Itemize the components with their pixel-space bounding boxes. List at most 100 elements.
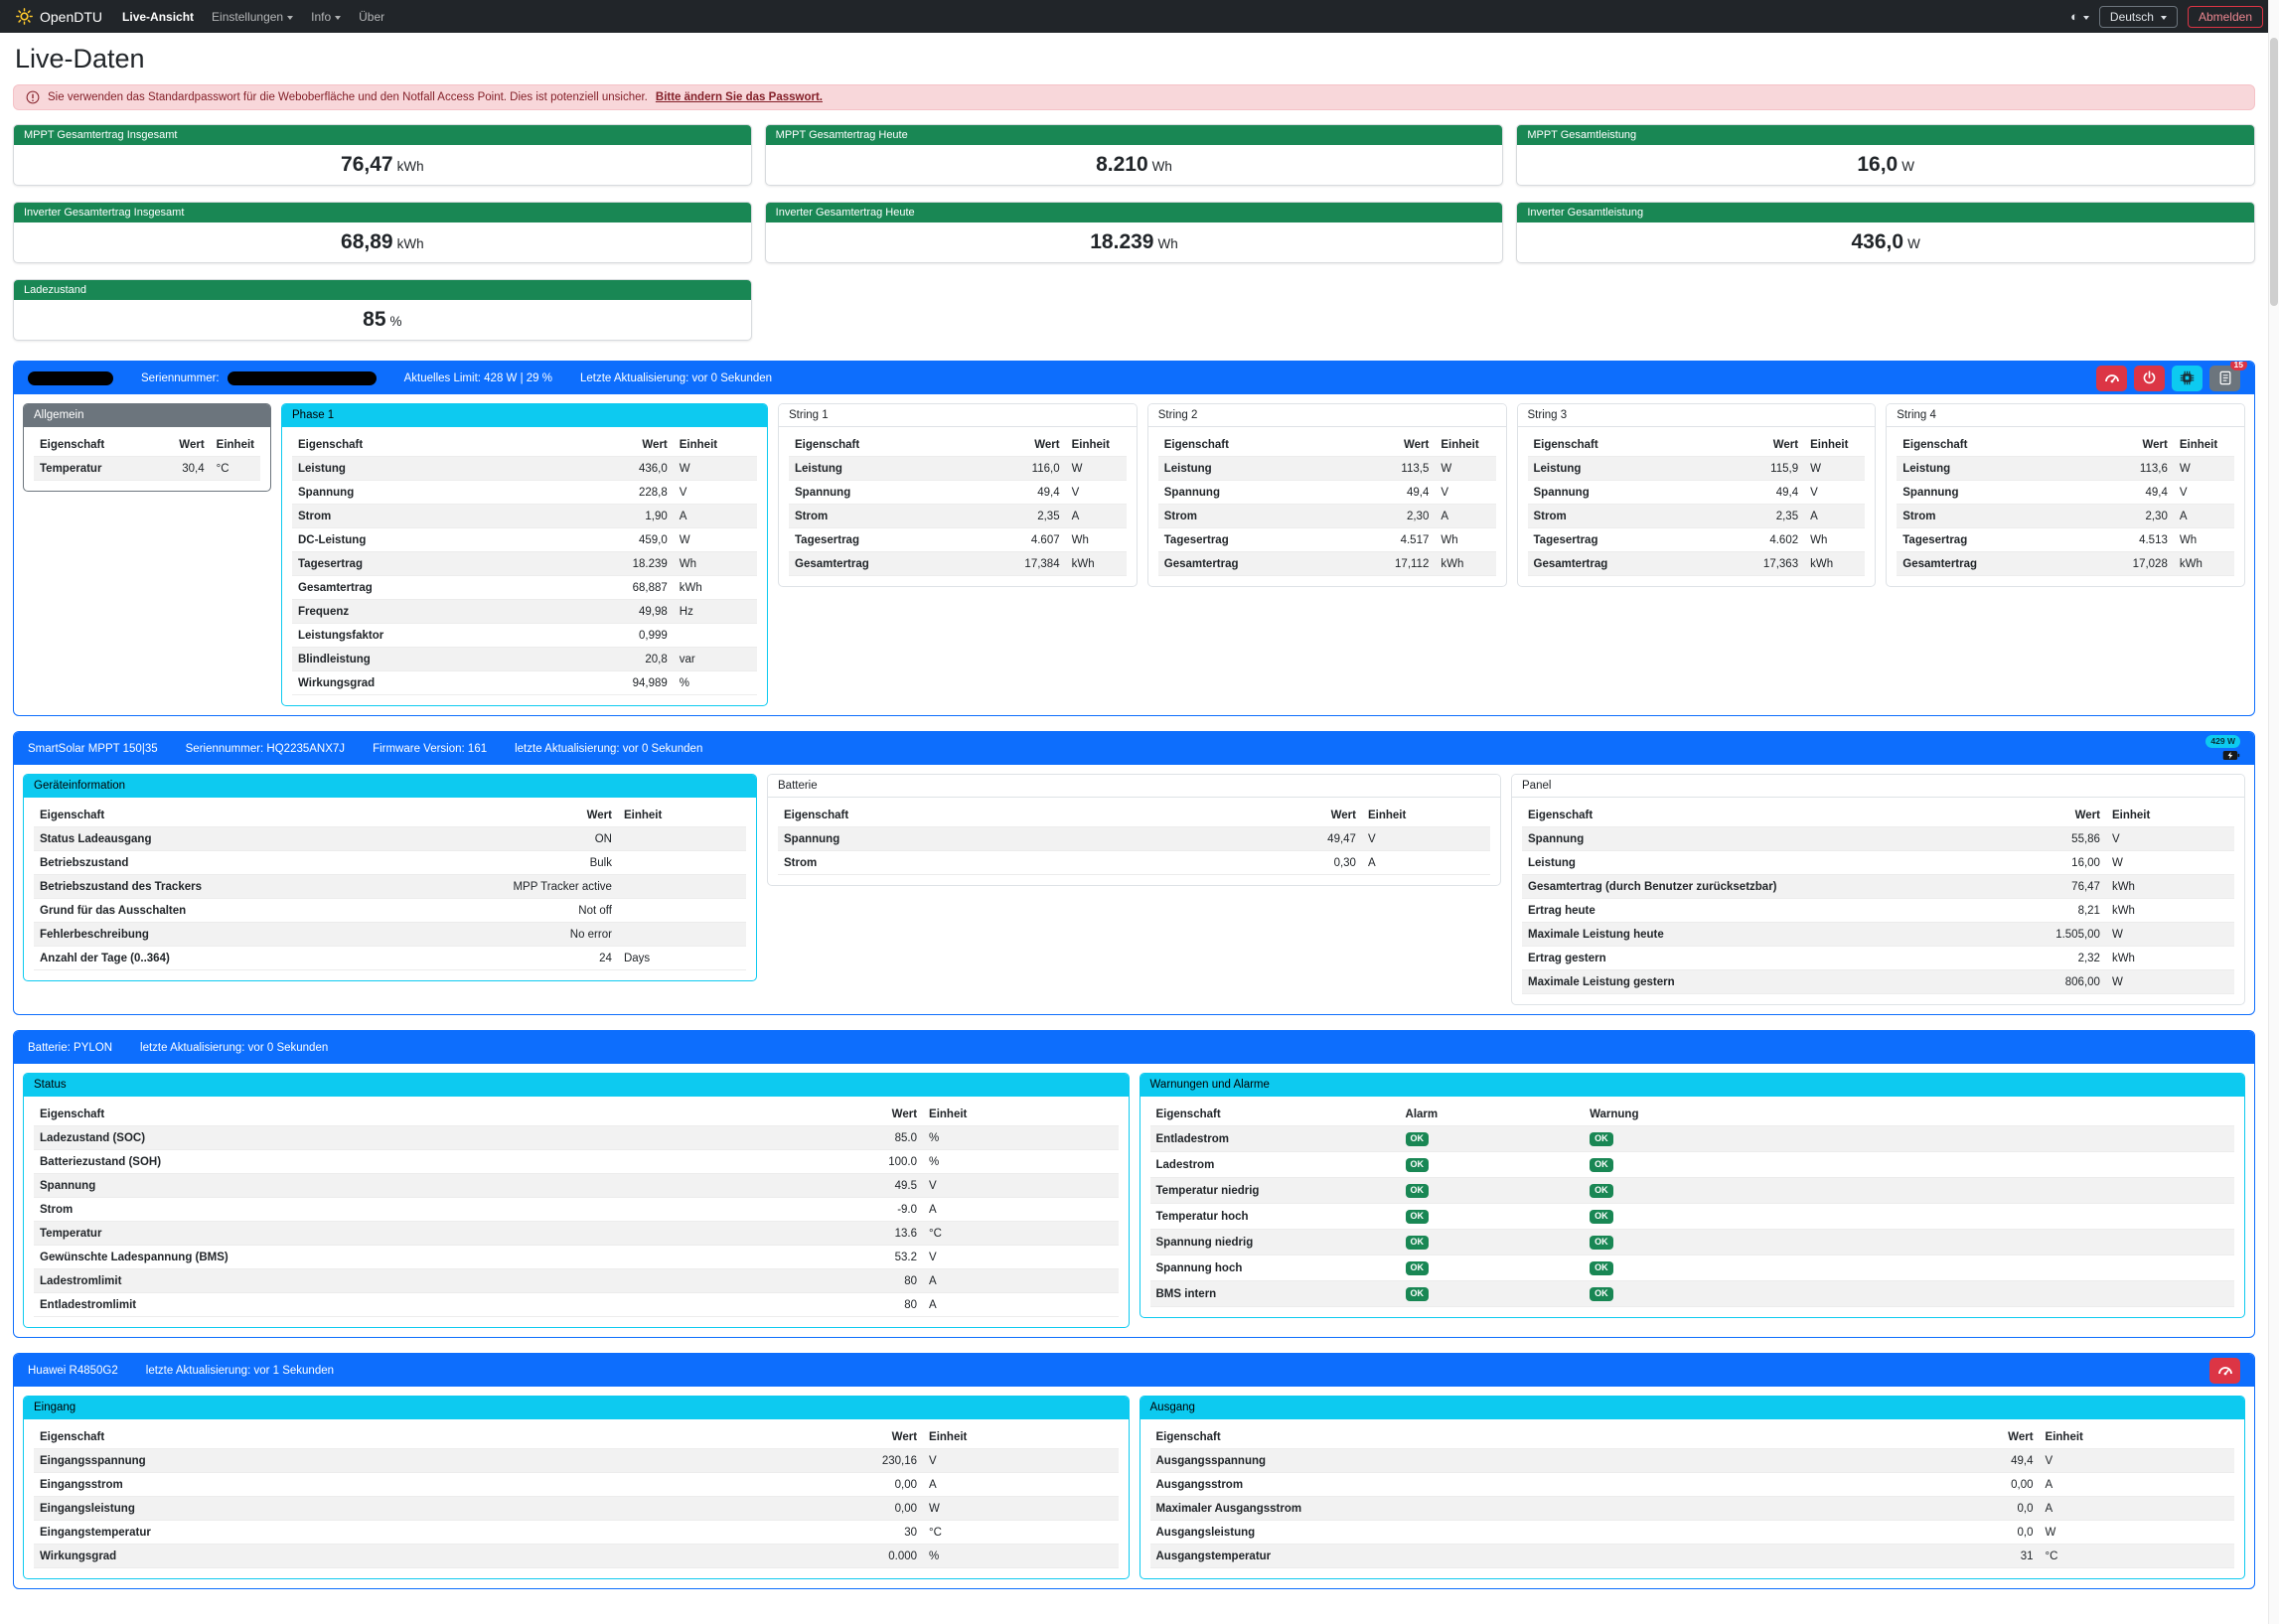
col-einheit: Einheit	[1435, 433, 1496, 457]
stat-unit: Wh	[1151, 159, 1172, 174]
col-einheit: Einheit	[2105, 804, 2234, 827]
property-value: 16,00	[2006, 850, 2106, 875]
card-title: Phase 1	[282, 404, 767, 427]
huawei-limit-button[interactable]	[2209, 1357, 2240, 1384]
table-header-row: Eigenschaft Wert Einheit	[34, 433, 260, 457]
theme-toggle-button[interactable]: ◐	[2070, 9, 2089, 24]
table-header-row: Eigenschaft Wert Einheit	[292, 433, 757, 457]
language-dropdown[interactable]: Deutsch	[2098, 5, 2178, 28]
property-value: 228,8	[608, 480, 674, 505]
property-value: 0,999	[608, 623, 674, 648]
logout-button[interactable]: Abmelden	[2187, 5, 2263, 28]
property-name: Temperatur niedrig	[1149, 1177, 1400, 1204]
property-name: Status Ladeausgang	[34, 826, 508, 851]
limit-settings-button[interactable]	[2096, 365, 2127, 391]
property-name: Gesamtertrag	[789, 551, 1019, 576]
property-value: 49,4	[1756, 480, 1805, 505]
navbar-right: ◐ Deutsch Abmelden	[2070, 5, 2263, 28]
property-unit: A	[923, 1197, 1119, 1222]
table-header-row: Eigenschaft Alarm Warnung	[1149, 1103, 2234, 1126]
property-name: BMS intern	[1149, 1280, 1400, 1307]
table-header-row: Eigenschaft Wert Einheit	[34, 1425, 1119, 1449]
stat-card-title: Inverter Gesamtertrag Heute	[765, 203, 1503, 222]
col-eigenschaft: Eigenschaft	[1522, 804, 2007, 827]
string1-table: Eigenschaft Wert Einheit Leistung 116,0 W S…	[789, 433, 1127, 576]
table-row: Strom 2,30 A	[1897, 504, 2234, 528]
property-unit: V	[923, 1245, 1119, 1269]
property-name: Ausgangsspannung	[1149, 1448, 1888, 1473]
property-name: Batteriezustand (SOH)	[34, 1149, 772, 1174]
property-value: No error	[507, 922, 618, 947]
property-name: Betriebszustand	[34, 850, 508, 875]
card-string-4: String 4 Eigenschaft Wert Einheit Leistu…	[1886, 403, 2245, 587]
col-wert: Wert	[1387, 433, 1436, 457]
nav-item-ueber[interactable]: Über	[359, 9, 385, 24]
property-unit: °C	[210, 456, 260, 481]
property-value: 4.602	[1756, 527, 1805, 552]
table-row: Spannung 49,4 V	[789, 480, 1127, 505]
card-title: String 4	[1887, 404, 2244, 427]
property-name: Tagesertrag	[292, 551, 609, 576]
col-einheit: Einheit	[2039, 1425, 2234, 1449]
property-name: Entladestrom	[1149, 1125, 1400, 1152]
power-button[interactable]	[2134, 365, 2165, 391]
brand[interactable]: OpenDTU	[16, 8, 102, 25]
property-unit	[617, 850, 746, 875]
device-info-button[interactable]	[2172, 365, 2203, 391]
table-row: Gesamtertrag 17,028 kWh	[1897, 551, 2234, 576]
scrollbar-thumb[interactable]	[2270, 38, 2278, 306]
property-value: 116,0	[1018, 456, 1066, 481]
property-value: 0,00	[771, 1472, 924, 1497]
card-title: Panel	[1512, 775, 2244, 798]
property-unit	[617, 826, 746, 851]
alarm-ok-badge: OK	[1405, 1157, 1430, 1172]
property-value: 55,86	[2006, 826, 2106, 851]
property-value: 24	[507, 946, 618, 970]
nav-item-einstellungen[interactable]: Einstellungen	[212, 10, 294, 24]
property-value: 4.513	[2126, 527, 2174, 552]
property-unit: V	[673, 480, 757, 505]
property-unit: °C	[923, 1520, 1119, 1545]
vertical-scrollbar[interactable]	[2268, 0, 2279, 1624]
warning-ok-badge-cell: OK	[1584, 1125, 2234, 1152]
huawei-title: Huawei R4850G2	[28, 1364, 118, 1377]
property-unit: W	[673, 527, 757, 552]
table-row: Strom 2,35 A	[789, 504, 1127, 528]
property-unit: kWh	[2105, 874, 2234, 899]
property-unit: %	[923, 1125, 1119, 1150]
table-row: Spannung niedrig OK OK	[1149, 1229, 2234, 1255]
property-name: Eingangsstrom	[34, 1472, 772, 1497]
event-log-button[interactable]: 15	[2209, 362, 2247, 391]
property-unit: V	[1435, 480, 1496, 505]
stat-cards-grid: MPPT Gesamtertrag Insgesamt 76,47 kWh MPP…	[13, 124, 2255, 341]
status-table: Eigenschaft Wert Einheit Ladezustand (SO…	[34, 1103, 1119, 1317]
col-wert: Wert	[1756, 433, 1805, 457]
nav-item-live-ansicht[interactable]: Live-Ansicht	[122, 9, 195, 24]
property-unit: A	[1804, 504, 1866, 528]
property-value: 80	[771, 1292, 924, 1317]
col-eigenschaft: Eigenschaft	[292, 433, 609, 457]
stat-value: 16,0	[1857, 153, 1899, 176]
string4-table: Eigenschaft Wert Einheit Leistung 113,6 W S…	[1897, 433, 2234, 576]
table-row: Gesamtertrag 68,887 kWh	[292, 575, 757, 600]
warning-ok-badge: OK	[1590, 1235, 1613, 1250]
table-row: Tagesertrag 4.513 Wh	[1897, 527, 2234, 552]
exclamation-circle-icon	[26, 90, 40, 104]
change-password-link[interactable]: Bitte ändern Sie das Passwort.	[655, 91, 823, 103]
table-row: Ausgangsspannung 49,4 V	[1149, 1448, 2234, 1473]
property-unit: V	[2173, 480, 2234, 505]
property-name: Spannung	[789, 480, 1019, 505]
language-label: Deutsch	[2109, 9, 2154, 24]
table-row: Spannung 49,4 V	[1157, 480, 1496, 505]
nav-item-info[interactable]: Info	[311, 10, 342, 24]
col-alarm: Alarm	[1399, 1103, 1585, 1126]
property-value: 18.239	[608, 551, 674, 576]
property-value: 17,028	[2126, 551, 2174, 576]
stat-value: 68,89	[341, 230, 393, 253]
mppt-last-update: letzte Aktualisierung: vor 0 Sekunden	[515, 742, 703, 755]
table-row: Spannung 49,4 V	[1527, 480, 1866, 505]
stat-unit: kWh	[396, 159, 424, 174]
table-header-row: Eigenschaft Wert Einheit	[1527, 433, 1866, 457]
top-navbar: OpenDTU Live-Ansicht Einstellungen Info …	[0, 0, 2279, 33]
property-name: Entladestromlimit	[34, 1292, 772, 1317]
